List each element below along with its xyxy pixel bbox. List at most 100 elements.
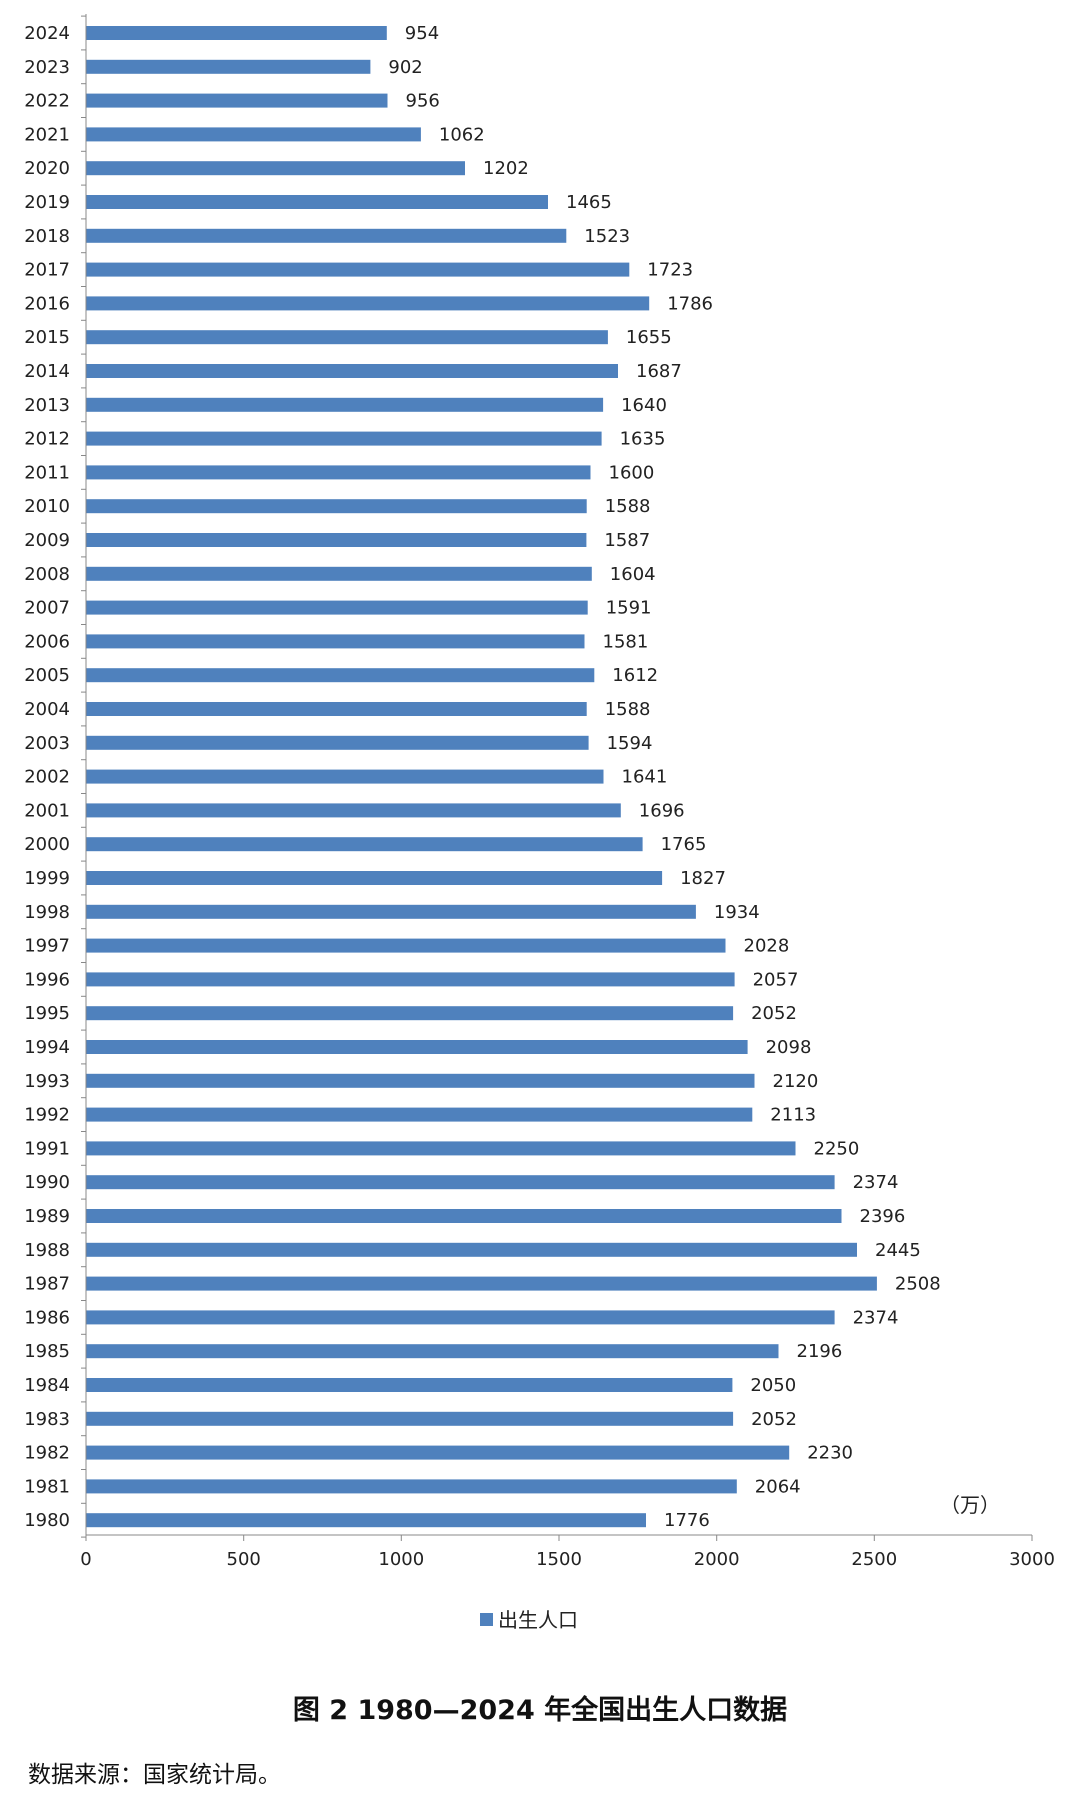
data-label-1988: 2445 bbox=[875, 1240, 921, 1261]
legend: 出生人口 bbox=[480, 1608, 578, 1632]
y-tick-label-2004: 2004 bbox=[24, 699, 70, 720]
x-axis: 0 500 1000 1500 2000 2500 3000 bbox=[80, 14, 1055, 1570]
x-tick-label-0: 0 bbox=[80, 1549, 91, 1570]
bar-2018 bbox=[86, 228, 567, 243]
bar-2000 bbox=[86, 837, 643, 852]
data-label-2023: 902 bbox=[388, 57, 422, 78]
bar-2011 bbox=[86, 465, 591, 480]
y-tick-label-1990: 1990 bbox=[24, 1172, 70, 1193]
bar-2016 bbox=[86, 296, 650, 311]
y-tick-label-2018: 2018 bbox=[24, 226, 70, 247]
data-label-2011: 1600 bbox=[609, 462, 655, 483]
data-label-1995: 2052 bbox=[751, 1003, 797, 1024]
data-label-2024: 954 bbox=[405, 23, 439, 44]
y-tick-label-1981: 1981 bbox=[24, 1476, 70, 1497]
y-tick-label-2000: 2000 bbox=[24, 834, 70, 855]
bar-2024 bbox=[86, 26, 387, 40]
bar-1991 bbox=[86, 1141, 796, 1156]
data-label-1992: 2113 bbox=[770, 1105, 816, 1126]
data-label-1981: 2064 bbox=[755, 1476, 801, 1497]
bar-chart: 2024 2023 2022 2021 2020 2019 2018 2017 2016 2015… bbox=[24, 14, 1055, 1632]
bar-2003 bbox=[86, 735, 589, 750]
x-tick-label-2500: 2500 bbox=[851, 1549, 897, 1570]
y-tick-label-2010: 2010 bbox=[24, 496, 70, 517]
data-label-1998: 1934 bbox=[714, 902, 760, 923]
y-tick-label-1994: 1994 bbox=[24, 1037, 70, 1058]
y-tick-label-2008: 2008 bbox=[24, 564, 70, 585]
y-tick-label-2001: 2001 bbox=[24, 800, 70, 821]
bar-1981 bbox=[86, 1479, 737, 1494]
y-tick-label-1991: 1991 bbox=[24, 1138, 70, 1159]
y-tick-label-1999: 1999 bbox=[24, 868, 70, 889]
data-label-2000: 1765 bbox=[661, 834, 707, 855]
y-tick-label-1988: 1988 bbox=[24, 1240, 70, 1261]
bar-1984 bbox=[86, 1378, 733, 1392]
legend-swatch bbox=[480, 1613, 493, 1626]
x-tick-label-500: 500 bbox=[227, 1549, 261, 1570]
data-label-2017: 1723 bbox=[647, 260, 693, 281]
data-label-2014: 1687 bbox=[636, 361, 682, 382]
y-tick-label-2016: 2016 bbox=[24, 293, 70, 314]
bar-2010 bbox=[86, 499, 587, 514]
bar-2002 bbox=[86, 769, 604, 784]
bar-2014 bbox=[86, 364, 618, 378]
bar-2009 bbox=[86, 533, 587, 547]
bar-1990 bbox=[86, 1175, 835, 1190]
bar-2019 bbox=[86, 195, 548, 209]
y-tick-label-2020: 2020 bbox=[24, 158, 70, 179]
data-source-note: 数据来源：国家统计局。 bbox=[28, 1762, 281, 1788]
data-label-2009: 1587 bbox=[604, 530, 650, 551]
data-label-1987: 2508 bbox=[895, 1274, 941, 1295]
x-tick-label-1000: 1000 bbox=[378, 1549, 424, 1570]
data-label-2006: 1581 bbox=[603, 631, 649, 652]
bar-2012 bbox=[86, 431, 602, 446]
bar-1992 bbox=[86, 1107, 753, 1122]
bar-1985 bbox=[86, 1344, 779, 1359]
y-tick-label-2015: 2015 bbox=[24, 327, 70, 348]
bar-1988 bbox=[86, 1242, 857, 1257]
y-tick-label-1987: 1987 bbox=[24, 1274, 70, 1295]
bar-1994 bbox=[86, 1040, 748, 1054]
data-label-1989: 2396 bbox=[860, 1206, 906, 1227]
bar-1993 bbox=[86, 1073, 755, 1088]
bars-layer bbox=[86, 26, 877, 1528]
y-tick-label-1982: 1982 bbox=[24, 1443, 70, 1464]
y-tick-label-1995: 1995 bbox=[24, 1003, 70, 1024]
data-label-2020: 1202 bbox=[483, 158, 529, 179]
data-label-2018: 1523 bbox=[584, 226, 630, 247]
y-tick-label-2009: 2009 bbox=[24, 530, 70, 551]
bar-1998 bbox=[86, 904, 696, 919]
data-label-2002: 1641 bbox=[622, 767, 668, 788]
bar-1980 bbox=[86, 1513, 646, 1528]
x-tick-label-1500: 1500 bbox=[536, 1549, 582, 1570]
y-tick-label-2013: 2013 bbox=[24, 395, 70, 416]
bar-2008 bbox=[86, 566, 592, 581]
bar-1983 bbox=[86, 1411, 734, 1426]
bar-2013 bbox=[86, 397, 604, 412]
data-label-1994: 2098 bbox=[766, 1037, 812, 1058]
bar-1996 bbox=[86, 972, 735, 987]
x-tick-label-3000: 3000 bbox=[1009, 1549, 1055, 1570]
y-tick-label-2003: 2003 bbox=[24, 733, 70, 754]
y-tick-label-2019: 2019 bbox=[24, 192, 70, 213]
x-tick-label-2000: 2000 bbox=[694, 1549, 740, 1570]
y-tick-label-1986: 1986 bbox=[24, 1307, 70, 1328]
bar-2001 bbox=[86, 803, 621, 818]
data-label-2003: 1594 bbox=[607, 733, 653, 754]
legend-label: 出生人口 bbox=[498, 1608, 578, 1632]
y-tick-label-2006: 2006 bbox=[24, 631, 70, 652]
data-label-2016: 1786 bbox=[667, 293, 713, 314]
bar-1997 bbox=[86, 938, 726, 953]
y-tick-label-1980: 1980 bbox=[24, 1510, 70, 1531]
data-label-1997: 2028 bbox=[744, 936, 790, 957]
y-tick-label-2005: 2005 bbox=[24, 665, 70, 686]
data-label-2004: 1588 bbox=[605, 699, 651, 720]
data-labels: 954 902 956 1062 1202 1465 1523 1723 1786 1655 168… bbox=[388, 23, 940, 1531]
data-label-1990: 2374 bbox=[853, 1172, 899, 1193]
data-label-1996: 2057 bbox=[753, 969, 799, 990]
data-label-2008: 1604 bbox=[610, 564, 656, 585]
y-tick-label-2024: 2024 bbox=[24, 23, 70, 44]
y-tick-label-2002: 2002 bbox=[24, 767, 70, 788]
bar-2015 bbox=[86, 330, 608, 345]
data-label-1983: 2052 bbox=[751, 1409, 797, 1430]
